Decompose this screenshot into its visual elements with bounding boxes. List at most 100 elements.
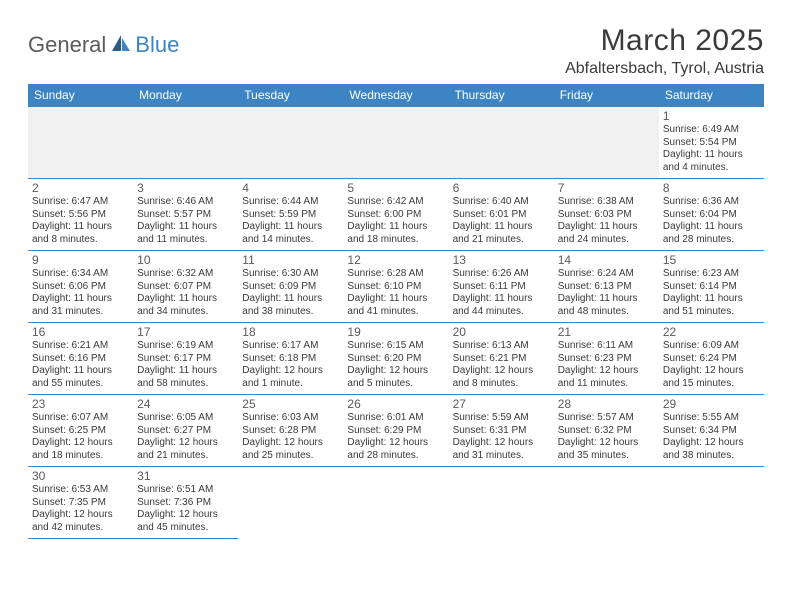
- sunrise-text: Sunrise: 6:13 AM: [453, 340, 550, 353]
- sunrise-text: Sunrise: 6:23 AM: [663, 268, 760, 281]
- daylight-line2: and 28 minutes.: [347, 450, 444, 463]
- sunrise-text: Sunrise: 6:32 AM: [137, 268, 234, 281]
- sunset-text: Sunset: 6:16 PM: [32, 353, 129, 366]
- calendar-cell: 28Sunrise: 5:57 AMSunset: 6:32 PMDayligh…: [554, 395, 659, 467]
- sunset-text: Sunset: 6:18 PM: [242, 353, 339, 366]
- daylight-line2: and 5 minutes.: [347, 378, 444, 391]
- sunrise-text: Sunrise: 6:03 AM: [242, 412, 339, 425]
- calendar-row: 16Sunrise: 6:21 AMSunset: 6:16 PMDayligh…: [28, 323, 764, 395]
- daylight-line1: Daylight: 11 hours: [347, 293, 444, 306]
- daylight-line2: and 31 minutes.: [453, 450, 550, 463]
- daylight-line1: Daylight: 11 hours: [453, 293, 550, 306]
- logo-text-general: General: [28, 32, 106, 58]
- brand-logo: General Blue: [28, 32, 179, 58]
- calendar-cell: 6Sunrise: 6:40 AMSunset: 6:01 PMDaylight…: [449, 179, 554, 251]
- calendar-cell: 9Sunrise: 6:34 AMSunset: 6:06 PMDaylight…: [28, 251, 133, 323]
- calendar-cell: 5Sunrise: 6:42 AMSunset: 6:00 PMDaylight…: [343, 179, 448, 251]
- day-number: 14: [558, 253, 655, 267]
- daylight-line2: and 45 minutes.: [137, 522, 234, 535]
- day-number: 9: [32, 253, 129, 267]
- daylight-line1: Daylight: 12 hours: [453, 365, 550, 378]
- daylight-line2: and 4 minutes.: [663, 162, 760, 175]
- daylight-line2: and 48 minutes.: [558, 306, 655, 319]
- calendar-cell: 16Sunrise: 6:21 AMSunset: 6:16 PMDayligh…: [28, 323, 133, 395]
- daylight-line1: Daylight: 11 hours: [32, 365, 129, 378]
- day-number: 6: [453, 181, 550, 195]
- daylight-line1: Daylight: 12 hours: [558, 365, 655, 378]
- calendar-cell: 7Sunrise: 6:38 AMSunset: 6:03 PMDaylight…: [554, 179, 659, 251]
- day-number: 10: [137, 253, 234, 267]
- day-number: 30: [32, 469, 129, 483]
- sunset-text: Sunset: 6:10 PM: [347, 281, 444, 294]
- day-number: 31: [137, 469, 234, 483]
- calendar-cell: 2Sunrise: 6:47 AMSunset: 5:56 PMDaylight…: [28, 179, 133, 251]
- weekday-header: Monday: [133, 84, 238, 107]
- sunrise-text: Sunrise: 6:47 AM: [32, 196, 129, 209]
- day-number: 12: [347, 253, 444, 267]
- sunrise-text: Sunrise: 6:46 AM: [137, 196, 234, 209]
- calendar-cell: 4Sunrise: 6:44 AMSunset: 5:59 PMDaylight…: [238, 179, 343, 251]
- sunset-text: Sunset: 6:25 PM: [32, 425, 129, 438]
- sunrise-text: Sunrise: 6:53 AM: [32, 484, 129, 497]
- daylight-line2: and 38 minutes.: [242, 306, 339, 319]
- calendar-cell: 24Sunrise: 6:05 AMSunset: 6:27 PMDayligh…: [133, 395, 238, 467]
- sunrise-text: Sunrise: 5:59 AM: [453, 412, 550, 425]
- daylight-line1: Daylight: 11 hours: [347, 221, 444, 234]
- sunrise-text: Sunrise: 6:28 AM: [347, 268, 444, 281]
- sunrise-text: Sunrise: 6:51 AM: [137, 484, 234, 497]
- daylight-line1: Daylight: 11 hours: [32, 293, 129, 306]
- sunrise-text: Sunrise: 6:44 AM: [242, 196, 339, 209]
- sunrise-text: Sunrise: 6:07 AM: [32, 412, 129, 425]
- day-number: 15: [663, 253, 760, 267]
- weekday-header: Friday: [554, 84, 659, 107]
- daylight-line2: and 18 minutes.: [347, 234, 444, 247]
- sunset-text: Sunset: 6:00 PM: [347, 209, 444, 222]
- calendar-row: 1Sunrise: 6:49 AMSunset: 5:54 PMDaylight…: [28, 107, 764, 179]
- daylight-line1: Daylight: 11 hours: [137, 365, 234, 378]
- sunrise-text: Sunrise: 6:30 AM: [242, 268, 339, 281]
- daylight-line1: Daylight: 11 hours: [137, 221, 234, 234]
- calendar-cell: 17Sunrise: 6:19 AMSunset: 6:17 PMDayligh…: [133, 323, 238, 395]
- day-number: 3: [137, 181, 234, 195]
- calendar-cell: 26Sunrise: 6:01 AMSunset: 6:29 PMDayligh…: [343, 395, 448, 467]
- calendar-cell: [449, 107, 554, 179]
- calendar-cell: 30Sunrise: 6:53 AMSunset: 7:35 PMDayligh…: [28, 467, 133, 539]
- sunset-text: Sunset: 6:31 PM: [453, 425, 550, 438]
- day-number: 26: [347, 397, 444, 411]
- day-number: 25: [242, 397, 339, 411]
- daylight-line1: Daylight: 12 hours: [32, 509, 129, 522]
- daylight-line2: and 34 minutes.: [137, 306, 234, 319]
- calendar-cell: 27Sunrise: 5:59 AMSunset: 6:31 PMDayligh…: [449, 395, 554, 467]
- day-number: 4: [242, 181, 339, 195]
- month-title: March 2025: [565, 24, 764, 58]
- day-number: 16: [32, 325, 129, 339]
- sunrise-text: Sunrise: 6:24 AM: [558, 268, 655, 281]
- calendar-row: 2Sunrise: 6:47 AMSunset: 5:56 PMDaylight…: [28, 179, 764, 251]
- calendar-cell: 8Sunrise: 6:36 AMSunset: 6:04 PMDaylight…: [659, 179, 764, 251]
- sunset-text: Sunset: 6:24 PM: [663, 353, 760, 366]
- daylight-line2: and 18 minutes.: [32, 450, 129, 463]
- calendar-cell: [133, 107, 238, 179]
- location-text: Abfaltersbach, Tyrol, Austria: [565, 60, 764, 78]
- sunset-text: Sunset: 6:01 PM: [453, 209, 550, 222]
- daylight-line1: Daylight: 11 hours: [558, 221, 655, 234]
- day-number: 19: [347, 325, 444, 339]
- daylight-line1: Daylight: 12 hours: [242, 437, 339, 450]
- calendar-cell: 22Sunrise: 6:09 AMSunset: 6:24 PMDayligh…: [659, 323, 764, 395]
- sunset-text: Sunset: 6:21 PM: [453, 353, 550, 366]
- sunrise-text: Sunrise: 6:19 AM: [137, 340, 234, 353]
- weekday-header: Saturday: [659, 84, 764, 107]
- sunrise-text: Sunrise: 6:36 AM: [663, 196, 760, 209]
- sunrise-text: Sunrise: 5:57 AM: [558, 412, 655, 425]
- calendar-cell: [554, 107, 659, 179]
- day-number: 22: [663, 325, 760, 339]
- daylight-line1: Daylight: 11 hours: [242, 221, 339, 234]
- sunset-text: Sunset: 5:57 PM: [137, 209, 234, 222]
- sunset-text: Sunset: 6:09 PM: [242, 281, 339, 294]
- sunrise-text: Sunrise: 6:15 AM: [347, 340, 444, 353]
- daylight-line2: and 11 minutes.: [558, 378, 655, 391]
- daylight-line2: and 21 minutes.: [137, 450, 234, 463]
- day-number: 21: [558, 325, 655, 339]
- weekday-header-row: Sunday Monday Tuesday Wednesday Thursday…: [28, 84, 764, 107]
- sunset-text: Sunset: 6:04 PM: [663, 209, 760, 222]
